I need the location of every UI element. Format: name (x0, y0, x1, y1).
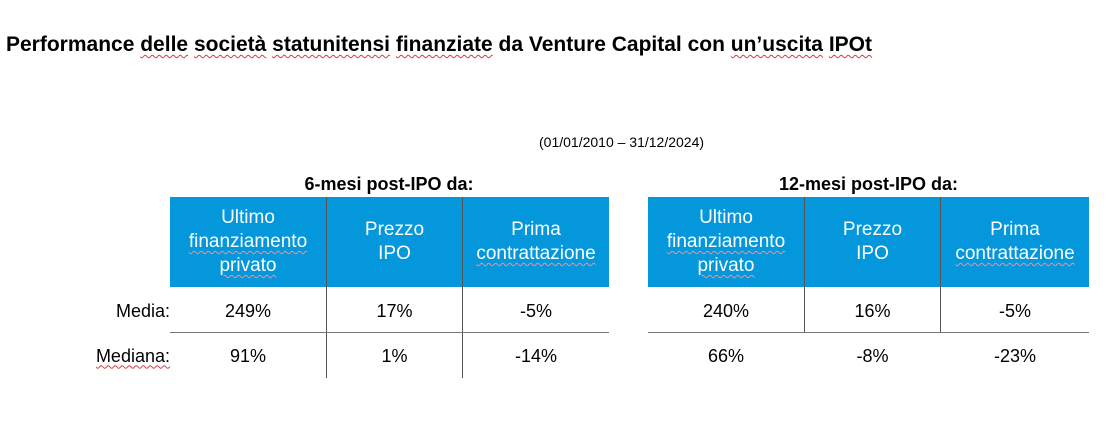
cell-12m-median-first-trade: -23% (993, 345, 1037, 366)
period-label: (01/01/2010 – 31/12/2024) (539, 134, 705, 150)
row-label-median: Mediana: (95, 345, 170, 366)
cell-6m-mean-last-private: 249% (224, 300, 272, 321)
header-6m-first-trade: Prima contrattazione (463, 197, 609, 287)
grid-line (804, 197, 805, 333)
cell-12m-mean-ipo-price: 16% (854, 300, 891, 321)
cell-12m-median-ipo-price: -8% (856, 345, 889, 366)
grid-line (326, 197, 327, 378)
grid-line (940, 197, 941, 333)
row-label-mean: Media: (115, 300, 170, 321)
cell-6m-mean-first-trade: -5% (519, 300, 552, 321)
header-6m-ipo-price: Prezzo IPO (327, 197, 462, 287)
grid-line (648, 332, 1089, 333)
cell-12m-mean-last-private: 240% (702, 300, 750, 321)
cell-6m-median-last-private: 91% (229, 345, 267, 366)
header-12m-first-trade: Prima contrattazione (941, 197, 1089, 287)
grid-line (170, 332, 609, 333)
header-12m-last-private-round: Ultimo finanziamento privato (648, 197, 804, 287)
group-title-12m: 12-mesi post-IPO da: (778, 174, 959, 194)
page-title: Performance delle società statunitensi f… (6, 33, 872, 56)
cell-6m-median-ipo-price: 1% (381, 345, 408, 366)
cell-6m-mean-ipo-price: 17% (376, 300, 413, 321)
cell-12m-median-last-private: 66% (707, 345, 745, 366)
cell-6m-median-first-trade: -14% (514, 345, 558, 366)
header-6m-last-private-round: Ultimo finanziamento privato (170, 197, 326, 287)
header-12m-ipo-price: Prezzo IPO (805, 197, 940, 287)
cell-12m-mean-first-trade: -5% (998, 300, 1031, 321)
group-title-6m: 6-mesi post-IPO da: (304, 174, 474, 194)
grid-line (462, 197, 463, 378)
